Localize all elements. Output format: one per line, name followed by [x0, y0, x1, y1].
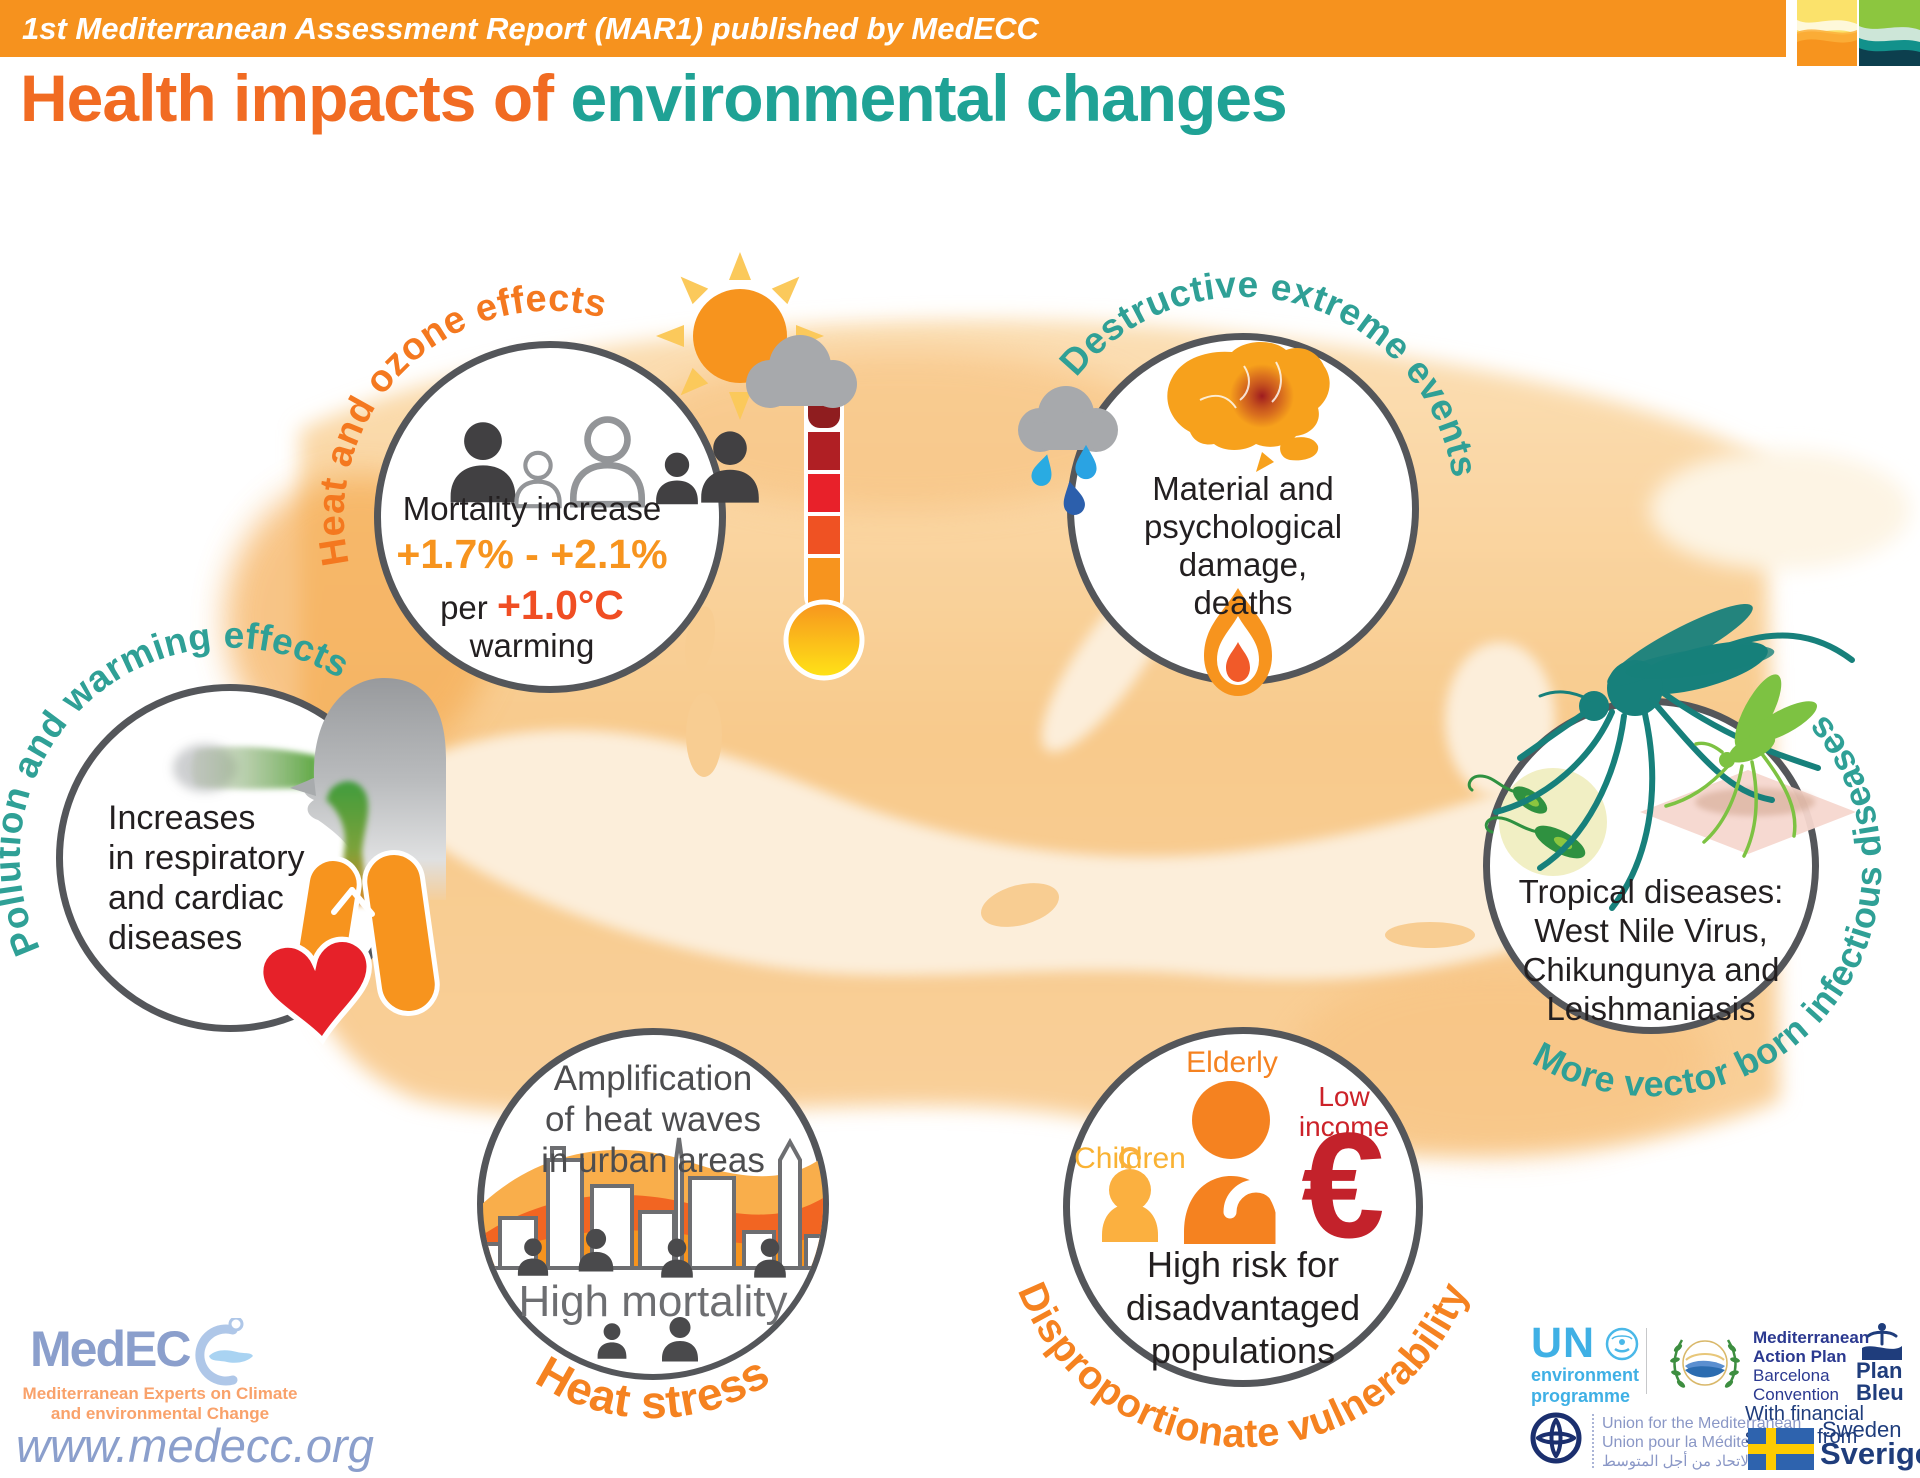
- sandfly-icon: [1664, 674, 1818, 858]
- elderly-label: Elderly: [1186, 1046, 1278, 1079]
- extreme-text: Material and psychological damage, death…: [1143, 470, 1343, 621]
- bubble-heat-ozone: [374, 341, 726, 693]
- heat-value: +1.0°C: [496, 582, 624, 628]
- map-corsica: [685, 606, 715, 674]
- thermometer-icon: [783, 384, 865, 681]
- cane-icon: [1223, 1179, 1289, 1253]
- raindrop-icon: [1059, 479, 1087, 517]
- medecc-tagline: Mediterranean Experts on Climate and env…: [22, 1384, 298, 1423]
- person-dark-icon: [701, 431, 759, 503]
- cloud-icon: [746, 335, 857, 408]
- heat-line4: warming: [469, 627, 595, 664]
- page-title-teal: environmental changes: [570, 61, 1287, 135]
- top-banner: 1st Mediterranean Assessment Report (MAR…: [0, 0, 1786, 57]
- child-icon: [1102, 1147, 1158, 1242]
- medecc-logo-text: MedEC: [30, 1321, 191, 1377]
- brain-icon: [1167, 341, 1330, 472]
- banner-text: 1st Mediterranean Assessment Report (MAR…: [22, 10, 1039, 46]
- sweden-label: Sweden: [1822, 1417, 1902, 1442]
- map-crete: [1385, 922, 1475, 948]
- heat-stress-top-text: Amplification of heat waves in urban are…: [541, 1059, 765, 1180]
- corner-orange-wave: [1797, 29, 1857, 43]
- medecc-logo-icon: [195, 1318, 254, 1386]
- swedish-flag-icon: [1748, 1428, 1814, 1470]
- medecc-logo: MedEC: [30, 1318, 255, 1390]
- laurel-wave-icon: [1670, 1339, 1740, 1388]
- map-sardinia: [686, 693, 722, 777]
- heat-stress-mortality-text: High mortality: [518, 1277, 788, 1326]
- corner-dark-wave: [1859, 48, 1920, 66]
- ufm-divider: [1592, 1414, 1594, 1468]
- breath-icon: [191, 746, 318, 790]
- skin-patch-icon: [1640, 770, 1856, 854]
- raindrop-icon: [1029, 451, 1057, 489]
- un-emblem-icon: [1605, 1327, 1639, 1360]
- corner-waves-icon: [1797, 0, 1920, 66]
- map-sicily: [981, 883, 1059, 927]
- heart-icon: [258, 936, 372, 1045]
- ufm-emblem-icon: [1530, 1412, 1582, 1464]
- leishmania-icon: [1467, 768, 1607, 876]
- children-label: Children: [1074, 1142, 1186, 1175]
- pollution-text: Increases in respiratory and cardiac dis…: [108, 799, 305, 957]
- nose-icon: [290, 778, 316, 796]
- un-environment-logo: UN environment programme: [1531, 1322, 1641, 1407]
- euro-icon: €: [1301, 1101, 1385, 1269]
- plan-bleu-text: Plan Bleu: [1856, 1358, 1904, 1405]
- map-sea: [420, 729, 1640, 980]
- vector-text: Tropical diseases: West Nile Virus, Chik…: [1518, 873, 1784, 1027]
- low-income-label: Low income: [1298, 1081, 1390, 1142]
- flame-icon: [1204, 588, 1272, 696]
- corner-mint-wave: [1859, 26, 1920, 44]
- ufm-text: Union for the Mediterranean Union pour l…: [1602, 1415, 1802, 1470]
- un-logo-text: UN: [1531, 1319, 1596, 1367]
- heat-line2: +1.7% - +2.1%: [396, 531, 668, 577]
- plan-bleu-icon: [1862, 1323, 1902, 1360]
- elderly-icon: [1184, 1081, 1289, 1253]
- vulnerability-text: High risk for disadvantaged populations: [1125, 1244, 1361, 1371]
- mediterranean-action-plan-text: Mediterranean Action Plan Barcelona Conv…: [1753, 1328, 1870, 1404]
- sverige-label: Sverige: [1820, 1436, 1920, 1471]
- footer-divider: [1646, 1328, 1647, 1394]
- page-title-orange: Health impacts of: [20, 61, 571, 135]
- map-blacksea: [1650, 450, 1910, 570]
- rain-cloud-icon: [1018, 386, 1118, 517]
- medecc-url: www.medecc.org: [16, 1419, 374, 1472]
- heat-line3: per +1.0°C: [440, 582, 624, 628]
- sun-icon: [656, 252, 824, 420]
- heat-text: Mortality increase +1.7% - +2.1% per +1.…: [387, 490, 677, 665]
- mosquito-icon: [1493, 603, 1855, 911]
- page-title: Health impacts of environmental changes: [20, 60, 1288, 136]
- heat-line1: Mortality increase: [402, 490, 662, 527]
